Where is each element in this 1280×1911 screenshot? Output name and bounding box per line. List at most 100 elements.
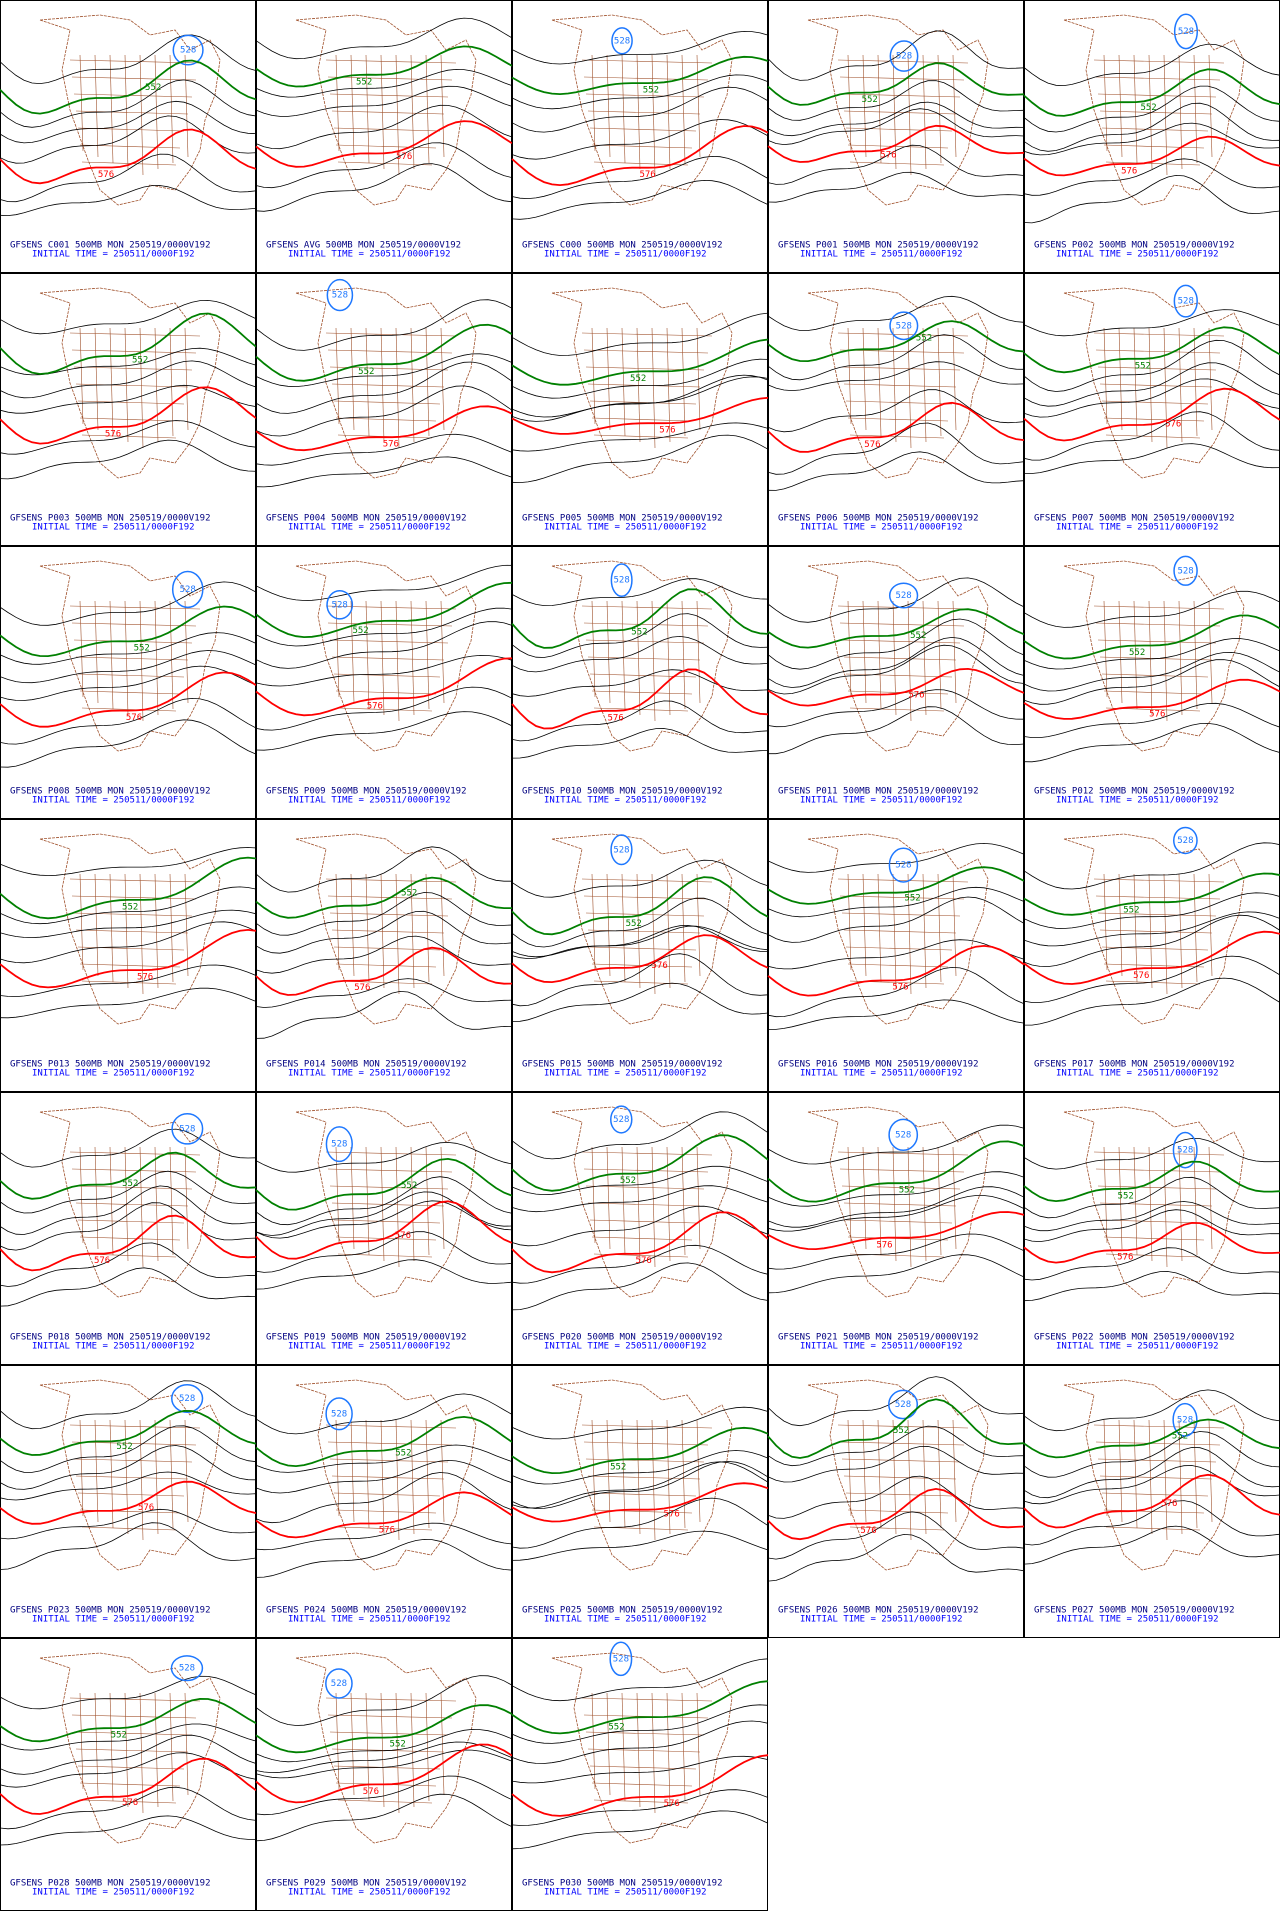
state-border [184,1419,189,1523]
state-border [75,1748,189,1753]
state-border [892,1146,897,1262]
panel-frame [0,1638,256,1911]
contour-line [1023,614,1280,660]
contour-line [767,1254,1025,1294]
contour-line [255,1200,513,1260]
state-border [77,1492,185,1497]
contour-label: 528 [1177,566,1193,576]
state-border [81,1799,177,1804]
state-border [651,873,656,995]
contour-label: 528 [895,861,911,871]
contour-line [0,100,257,144]
state-border [1148,1146,1153,1262]
contour-line [255,142,513,189]
state-border [333,1765,441,1770]
contour-line [1023,362,1280,407]
panel-frame [256,1365,512,1638]
contour-line [1023,678,1280,720]
state-border [847,963,949,968]
contour-line [255,1538,513,1578]
contour-line [0,1202,257,1251]
coastline [39,560,221,752]
panel: 552 576 GFSENS P013 500MB MON 250519/0000V… [0,819,257,1092]
state-border [651,1146,656,1268]
state-border [335,963,437,968]
contour-line [511,1680,769,1735]
contour-label: 576 [652,961,668,971]
state-border [333,673,441,678]
contour-label: 552 [116,1442,132,1452]
state-border [440,1146,445,1250]
coastline [39,833,221,1025]
contour-label: 576 [363,1787,379,1797]
contour-line [511,1406,769,1440]
panel: 528 552 576 GFSENS P017 500MB MON 250519/00… [1023,819,1280,1092]
contour-line [1173,13,1199,50]
state-border [839,1168,965,1173]
contour-label: 552 [626,919,642,929]
panel: 528 552 576 GFSENS C001 500MB MON 250519/00… [0,0,257,273]
contour-line [1023,102,1280,152]
panel: 528 552 576 GFSENS P018 500MB MON 250519/00… [0,1092,257,1365]
state-border [124,54,129,170]
contour-line [511,669,769,697]
contour-label: 576 [880,151,896,161]
panel-frame [256,1092,512,1365]
contour-line [767,62,1025,106]
panel: 528 552 576 GFSENS P009 500MB MON 250519/00… [255,546,513,819]
contour-label: 552 [899,1186,915,1196]
state-border [907,327,912,449]
contour-line [325,1126,353,1163]
panel: 528 552 576 GFSENS P002 500MB MON 250519/00… [1023,0,1280,273]
contour-label: 528 [1178,297,1194,307]
state-border [1103,963,1205,968]
panel-init-time: INITIAL TIME = 250511/0000F192 [32,1615,195,1625]
panel-frame [512,1092,768,1365]
state-border [1105,980,1201,985]
state-border [169,1146,174,1256]
panel: 528 552 576 GFSENS P027 500MB MON 250519/00… [1023,1365,1280,1638]
panel-init-time: INITIAL TIME = 250511/0000F192 [1056,796,1219,806]
panel: 528 552 576 GFSENS P020 500MB MON 250519/00… [511,1092,769,1365]
state-border [636,600,641,716]
state-border [331,383,445,388]
contour-label: 576 [908,691,924,701]
contour-line [1023,872,1280,916]
coastline [1063,560,1245,752]
state-border [1193,873,1198,983]
contour-label: 528 [613,845,629,855]
contour-line [1023,1221,1280,1264]
panel-title: GFSENS P018 500MB MON 250519/0000V192 [10,1333,210,1343]
state-border [139,600,144,722]
state-border [666,54,671,170]
state-border [907,873,912,995]
state-border [621,54,626,164]
contour-line [511,86,769,133]
state-border [333,1219,441,1224]
panel-init-time: INITIAL TIME = 250511/0000F192 [288,523,451,533]
state-border [350,1419,355,1523]
panel-title: GFSENS P005 500MB MON 250519/0000V192 [522,514,722,524]
state-border [73,366,193,371]
state-border [849,434,945,439]
state-border [843,1475,957,1480]
state-border [184,1692,189,1796]
state-border [154,1419,159,1535]
state-border [1101,400,1209,405]
contour-line [255,405,513,452]
contour-line [171,1112,204,1145]
contour-line [767,896,1025,943]
contour-line [0,856,257,920]
state-border [681,1419,686,1529]
state-border [184,600,189,704]
state-border [325,878,457,883]
state-border [839,349,965,354]
contour-line [0,1445,257,1490]
contour-line [255,1231,513,1273]
contour-line [0,1480,257,1525]
panel-init-time: INITIAL TIME = 250511/0000F192 [1056,523,1219,533]
state-border [651,327,656,449]
state-border [79,327,84,425]
contour-line [170,1655,204,1682]
state-border [79,1692,84,1790]
